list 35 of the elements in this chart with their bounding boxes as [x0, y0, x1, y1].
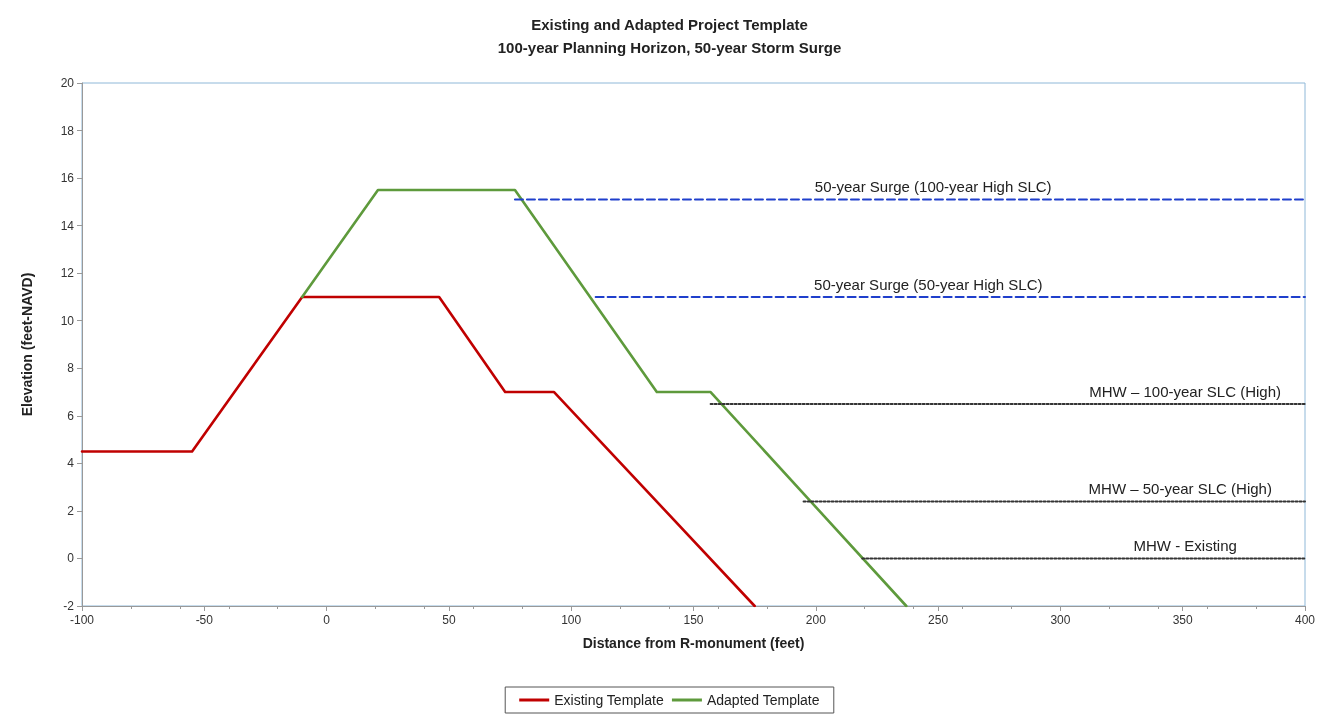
annotation: MHW - Existing	[1133, 537, 1237, 555]
legend-label: Existing Template	[554, 692, 664, 708]
x-tick-label: -100	[69, 613, 95, 627]
y-tick-label: 20	[60, 76, 75, 90]
y-tick-label: 10	[60, 313, 75, 328]
line-series	[80, 295, 756, 608]
chart-title: Existing and Adapted Project Template	[531, 16, 808, 33]
annotation: MHW – 50-year SLC (High)	[1088, 480, 1272, 498]
x-tick-label: 400	[1294, 613, 1316, 627]
x-tick-label: 100	[561, 613, 582, 627]
y-tick-label: 12	[60, 266, 75, 281]
x-axis-title: Distance from R-monument (feet)	[582, 635, 805, 651]
y-tick-label: 6	[67, 408, 75, 423]
annotation: MHW – 100-year SLC (High)	[1089, 382, 1282, 400]
y-tick-label: 0	[67, 551, 75, 566]
chart-subtitle: 100-year Planning Horizon, 50-year Storm Surge	[497, 39, 842, 56]
y-tick-label: 4	[67, 456, 75, 471]
annotation: 50-year Surge (100-year High SLC)	[814, 178, 1052, 196]
y-tick-label: 2	[67, 503, 75, 518]
x-tick-label: 250	[928, 613, 949, 627]
legend-label: Adapted Template	[706, 692, 820, 708]
y-tick-label: 16	[60, 171, 75, 186]
y-tick-label: 18	[60, 123, 75, 138]
annotation: 50-year Surge (50-year High SLC)	[814, 275, 1043, 293]
y-axis-title: Elevation (feet-NAVD)	[19, 272, 35, 417]
x-tick-label: 150	[683, 613, 704, 627]
y-tick-label: 8	[67, 361, 75, 376]
x-tick-label: -50	[195, 613, 214, 627]
x-tick-label: 50	[442, 613, 456, 627]
x-tick-label: 200	[805, 613, 827, 627]
y-tick-label: 14	[60, 218, 75, 233]
x-tick-label: 0	[323, 613, 331, 627]
y-tick-label: -2	[63, 599, 75, 613]
x-tick-label: 350	[1172, 613, 1194, 627]
x-tick-label: 300	[1050, 613, 1071, 627]
